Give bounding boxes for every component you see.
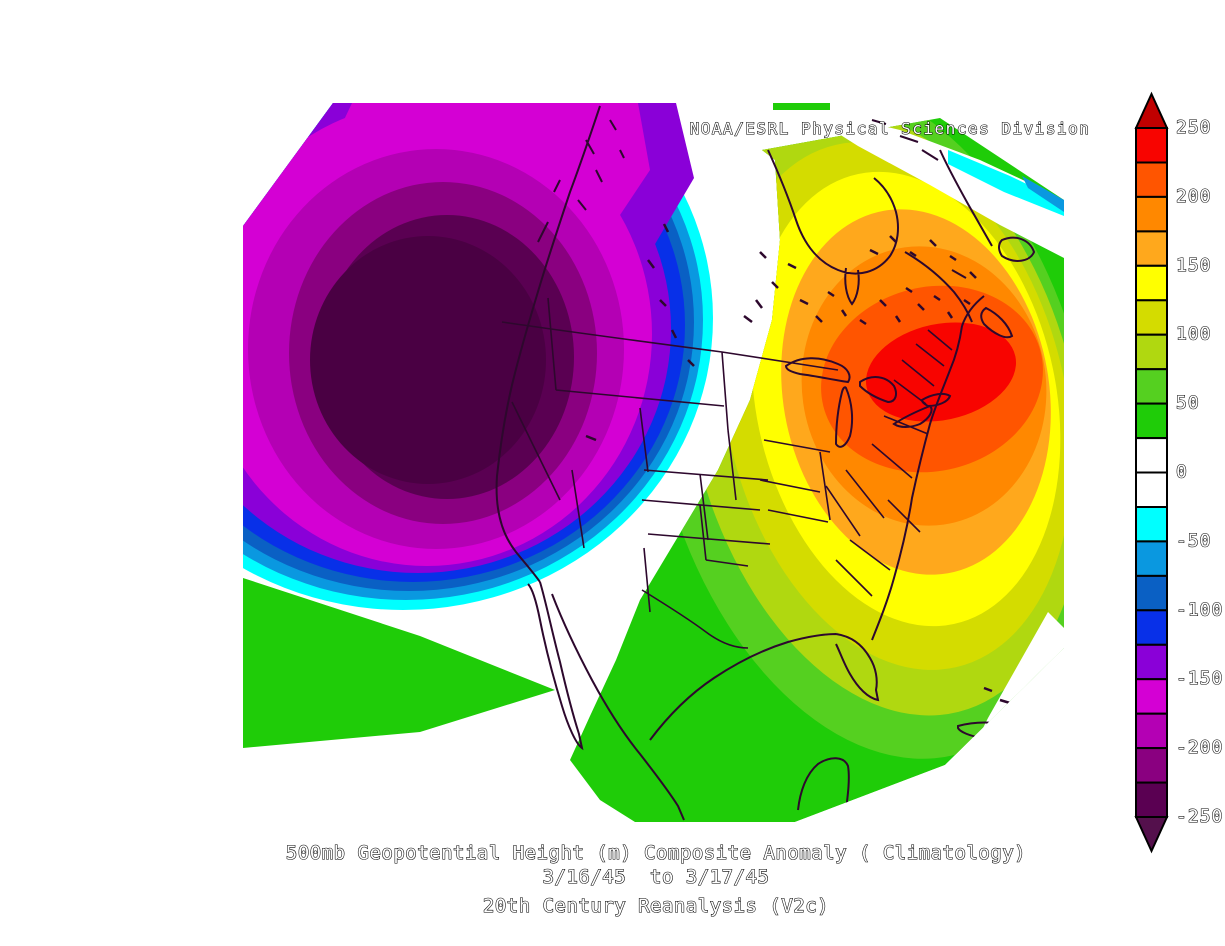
- colorbar-tick-label: 100: [1176, 324, 1212, 345]
- colorbar-segment: [1135, 299, 1168, 336]
- colorbar-tick-label: 150: [1176, 255, 1212, 276]
- colorbar-segment: [1135, 230, 1168, 267]
- anomaly-fill-red-core: [865, 322, 1017, 422]
- colorbar-segment: [1135, 264, 1168, 302]
- caption-dates: 3/16/45 to 3/17/45: [543, 866, 770, 888]
- colorbar-segment: [1135, 195, 1168, 233]
- colorbar-segment: [1135, 609, 1168, 646]
- colorbar-segment: [1135, 437, 1168, 474]
- caption-title: 500mb Geopotential Height (m) Composite …: [286, 842, 1026, 864]
- great-lakes-path: [784, 357, 952, 448]
- colorbar-segment: [1135, 368, 1168, 405]
- colorbar-tick-label: -200: [1176, 737, 1223, 758]
- southwest-green-wedge: [243, 578, 555, 748]
- colorbar-tick-label: 50: [1176, 393, 1200, 414]
- colorbar-segment: [1135, 161, 1168, 198]
- colorbar-segment: [1135, 540, 1168, 577]
- colorbar-segment: [1135, 333, 1168, 371]
- top-edge-green-dash: [773, 103, 830, 110]
- colorbar-segment: [1135, 747, 1168, 784]
- colorbar-lower-arrow: [1134, 816, 1169, 854]
- credit-line: NOAA/ESRL Physical Sciences Division: [690, 119, 1091, 138]
- state-borders-path: [501, 297, 953, 649]
- map-area: [243, 103, 1064, 822]
- colorbar-segment: [1135, 402, 1168, 440]
- colorbar-tick-label: 0: [1176, 462, 1188, 483]
- colorbar-segment: [1135, 574, 1168, 612]
- colorbar-segment: [1135, 643, 1168, 681]
- topright-blue-sliver: [1022, 176, 1064, 212]
- colorbar-segment: [1135, 781, 1168, 818]
- map-specks-path: [585, 223, 1064, 807]
- topright-cyan-patch: [948, 150, 1064, 216]
- colorbar-segment: [1135, 678, 1168, 715]
- colorbar-segment: [1135, 712, 1168, 750]
- colorbar: 250 200 150 100 50 0 -50 -100 -150 -200 …: [1134, 91, 1223, 854]
- topright-white-band: [820, 112, 1064, 258]
- colorbar-tick-label: 250: [1176, 117, 1212, 138]
- colorbar-segment: [1135, 471, 1168, 508]
- caption-dataset: 20th Century Reanalysis (V2c): [483, 895, 829, 917]
- colorbar-tick-label: -150: [1176, 668, 1223, 689]
- colorbar-segment: [1135, 127, 1168, 164]
- anomaly-fill-darkest-core: [310, 236, 546, 484]
- colorbar-tick-label: -250: [1176, 806, 1223, 827]
- colorbar-tick-label: 200: [1176, 186, 1212, 207]
- colorbar-upper-arrow: [1134, 91, 1169, 129]
- colorbar-tick-label: -100: [1176, 599, 1223, 620]
- negative-anomaly-rings: [243, 103, 713, 610]
- colorbar-tick-label: -50: [1176, 530, 1212, 551]
- colorbar-segment: [1135, 506, 1168, 543]
